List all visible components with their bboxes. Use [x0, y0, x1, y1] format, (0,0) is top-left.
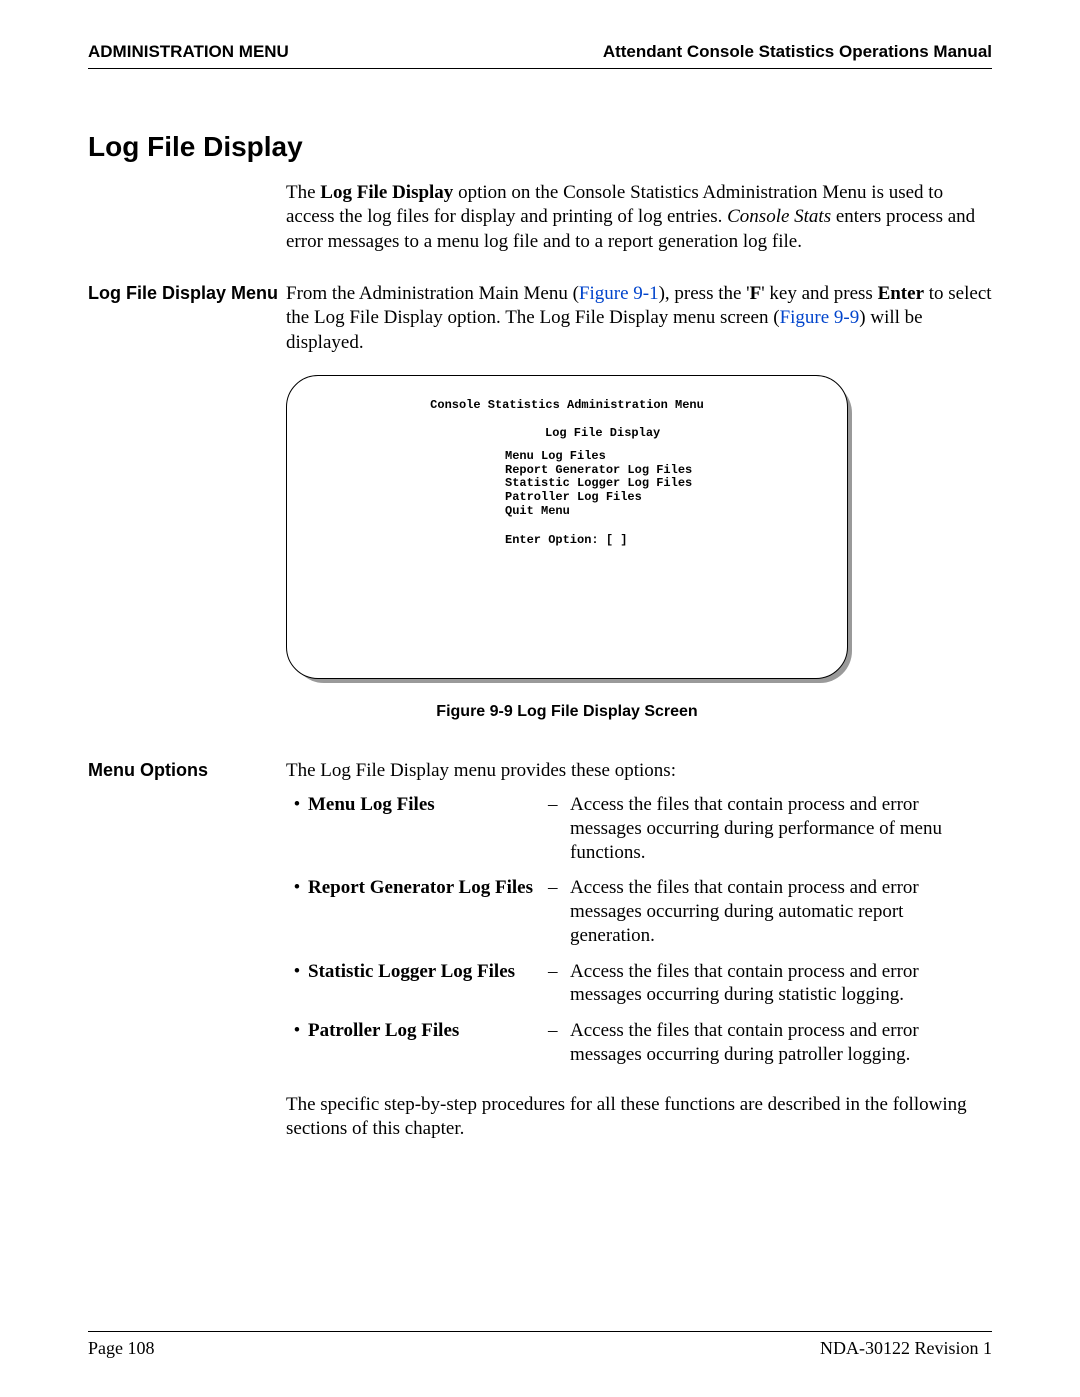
- header-left: ADMINISTRATION MENU: [88, 42, 289, 62]
- footer-left: Page 108: [88, 1338, 155, 1359]
- figure-wrap: Console Statistics Administration Menu L…: [286, 375, 992, 721]
- dash-icon: –: [548, 1019, 570, 1043]
- menu-key: F: [750, 283, 762, 304]
- menu-mid2: ' key and press: [761, 283, 877, 304]
- screen-subtitle: Log File Display: [545, 426, 819, 440]
- bullet-icon: •: [286, 960, 308, 984]
- menu-pre: From the Administration Main Menu (: [286, 283, 579, 304]
- bullet-icon: •: [286, 876, 308, 900]
- page-title: Log File Display: [88, 131, 992, 163]
- option-list: • Menu Log Files – Access the files that…: [286, 793, 992, 1067]
- option-desc: Access the files that contain process an…: [570, 793, 992, 864]
- screen-panel: Console Statistics Administration Menu L…: [286, 375, 848, 679]
- screen-prompt: Enter Option: [ ]: [505, 533, 819, 547]
- screen-item: Menu Log Files: [505, 450, 819, 464]
- menu-paragraph: From the Administration Main Menu (Figur…: [286, 282, 992, 355]
- side-label-options: Menu Options: [88, 759, 286, 782]
- options-closing: The specific step-by-step procedures for…: [286, 1093, 992, 1142]
- option-desc: Access the files that contain process an…: [570, 960, 992, 1008]
- page-header: ADMINISTRATION MENU Attendant Console St…: [88, 42, 992, 69]
- intro-pre: The: [286, 182, 320, 203]
- intro-italic: Console Stats: [727, 206, 831, 227]
- screen-item: Report Generator Log Files: [505, 464, 819, 478]
- list-item: • Patroller Log Files – Access the files…: [286, 1019, 992, 1067]
- footer-right: NDA-30122 Revision 1: [820, 1338, 992, 1359]
- screen-title: Console Statistics Administration Menu: [315, 398, 819, 412]
- option-term: Patroller Log Files: [308, 1019, 548, 1043]
- screen-item: Patroller Log Files: [505, 491, 819, 505]
- bullet-icon: •: [286, 793, 308, 817]
- screen-item: Statistic Logger Log Files: [505, 477, 819, 491]
- figure-caption: Figure 9-9 Log File Display Screen: [286, 703, 848, 721]
- screen-menu-block: Menu Log Files Report Generator Log File…: [505, 450, 819, 519]
- header-right: Attendant Console Statistics Operations …: [603, 42, 992, 62]
- options-intro: The Log File Display menu provides these…: [286, 759, 992, 783]
- list-item: • Statistic Logger Log Files – Access th…: [286, 960, 992, 1008]
- terminal-screen: Console Statistics Administration Menu L…: [286, 375, 848, 679]
- dash-icon: –: [548, 960, 570, 984]
- figure-link-1[interactable]: Figure 9-1: [579, 283, 659, 304]
- page-footer: Page 108 NDA-30122 Revision 1: [88, 1331, 992, 1359]
- option-desc: Access the files that contain process an…: [570, 876, 992, 947]
- intro-paragraph: The Log File Display option on the Conso…: [286, 181, 992, 254]
- menu-enter: Enter: [878, 283, 924, 304]
- dash-icon: –: [548, 793, 570, 817]
- screen-item: Quit Menu: [505, 505, 819, 519]
- option-term: Menu Log Files: [308, 793, 548, 817]
- bullet-icon: •: [286, 1019, 308, 1043]
- list-item: • Menu Log Files – Access the files that…: [286, 793, 992, 864]
- option-desc: Access the files that contain process an…: [570, 1019, 992, 1067]
- dash-icon: –: [548, 876, 570, 900]
- option-term: Report Generator Log Files: [308, 876, 548, 900]
- intro-bold: Log File Display: [320, 182, 453, 203]
- option-term: Statistic Logger Log Files: [308, 960, 548, 984]
- side-label-menu: Log File Display Menu: [88, 282, 286, 305]
- figure-link-2[interactable]: Figure 9-9: [780, 307, 860, 328]
- menu-mid1: ), press the ': [659, 283, 750, 304]
- options-body: The Log File Display menu provides these…: [286, 759, 992, 1141]
- list-item: • Report Generator Log Files – Access th…: [286, 876, 992, 947]
